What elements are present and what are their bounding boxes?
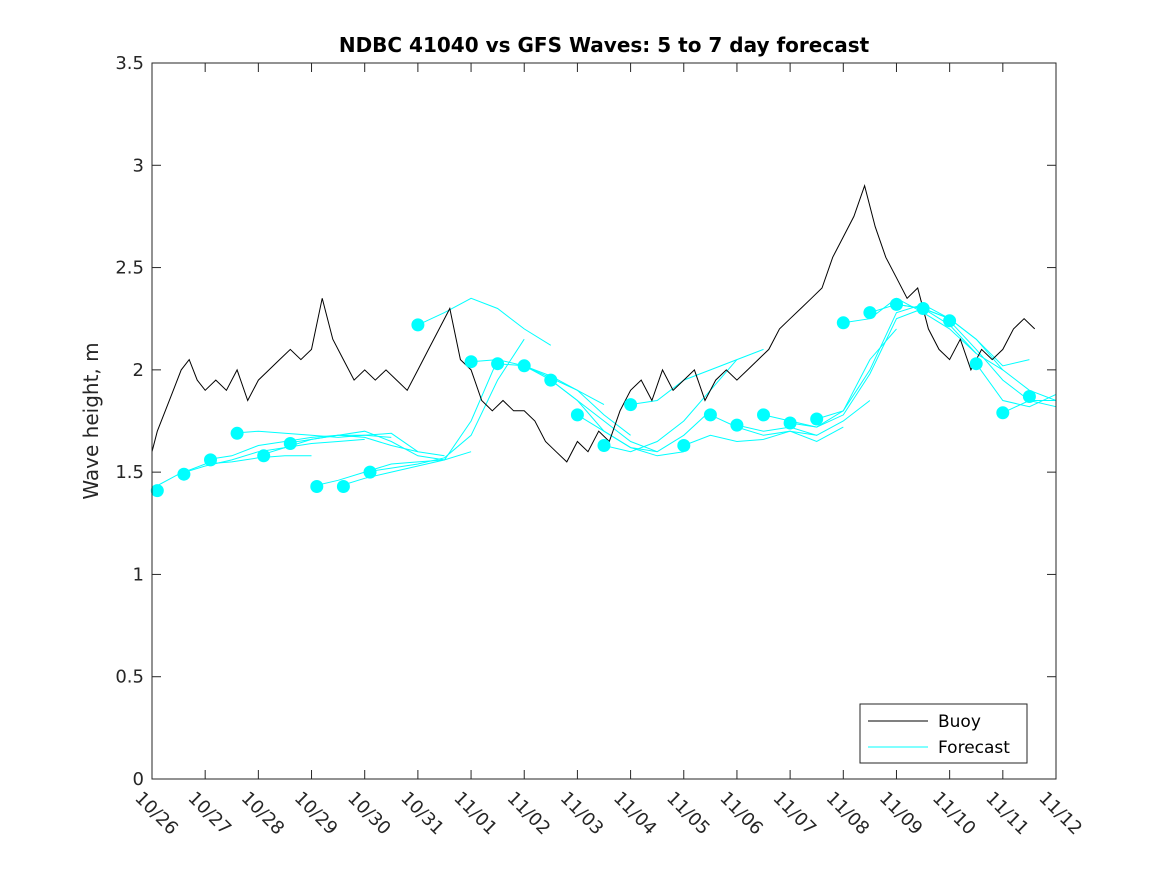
forecast-line [683,430,817,446]
y-tick-label: 1 [133,564,144,585]
forecast-line [763,328,897,428]
forecast-marker [570,408,584,422]
x-tick-label: 11/11 [981,788,1033,840]
forecast-line [710,414,844,443]
forecast-marker [890,297,903,311]
plot-area [150,183,1057,498]
forecast-line [417,297,552,346]
forecast-line [231,430,419,453]
forecast-marker [730,418,744,432]
forecast-line [577,410,711,453]
x-tick-label: 10/28 [237,788,289,840]
y-tick-label: 3 [133,155,144,176]
forecast-marker [677,439,691,452]
y-axis-label: Wave height, m [79,342,103,499]
buoy-line [151,183,1036,463]
forecast-line [284,434,445,457]
forecast-marker [969,357,983,371]
legend-box [859,703,1028,764]
y-tick-label: 2.5 [115,258,144,279]
x-tick-label: 10/27 [184,788,236,840]
forecast-marker [996,406,1010,420]
forecast-line [949,320,1057,408]
forecast-line [471,359,605,406]
forecast-line [497,363,631,436]
forecast-marker [916,302,930,315]
axes-box [151,62,1057,780]
forecast-line [603,359,738,453]
x-tick-label: 10/26 [130,788,182,840]
x-tick-label: 10/30 [343,788,395,840]
forecast-marker [283,437,297,450]
forecast-marker [624,398,638,412]
x-tick-label: 11/08 [822,788,874,840]
forecast-line [151,455,312,489]
forecast-marker [310,480,324,493]
forecast-marker [257,449,271,463]
y-tick-label: 1.5 [115,462,144,483]
forecast-line [922,308,1057,401]
x-tick-label: 11/10 [928,788,980,840]
forecast-marker [150,484,164,498]
x-tick-label: 11/02 [503,788,555,840]
forecast-marker [411,318,425,332]
x-tick-label: 11/04 [609,788,661,840]
forecast-line [337,359,499,487]
forecast-marker [544,373,558,387]
x-tick-label: 10/29 [290,788,342,840]
forecast-marker [836,316,850,330]
forecast-marker [204,453,217,467]
x-tick-label: 11/09 [875,788,927,840]
forecast-line [630,348,764,406]
forecast-marker [863,306,877,320]
forecast-marker [491,357,505,371]
forecast-marker [336,480,350,493]
forecast-marker [363,465,377,479]
forecast-marker [597,439,611,452]
forecast-line [364,338,525,473]
forecast-marker [810,412,824,426]
forecast-line [790,308,924,428]
forecast-marker [517,359,531,373]
forecast-line [736,400,871,436]
legend-forecast-label: Forecast [938,738,1010,758]
forecast-marker [943,314,957,328]
x-tick-label: 11/07 [769,788,821,840]
y-tick-label: 0.5 [115,667,144,688]
chart-title: NDBC 41040 vs GFS Waves: 5 to 7 day fore… [339,33,870,57]
forecast-marker [177,467,191,481]
forecast-line [816,303,950,420]
x-tick-label: 11/01 [450,788,502,840]
forecast-marker [1022,390,1036,403]
forecast-marker [230,426,244,440]
y-tick-label: 3.5 [115,53,144,74]
x-tick-label: 11/05 [662,788,714,840]
y-axis: 0 0.5 1 1.5 2 2.5 3 3.5 [115,53,1056,790]
legend: Buoy Forecast [859,703,1028,764]
forecast-line [843,297,977,354]
y-tick-label: 0 [133,769,144,790]
x-tick-label: 10/31 [396,788,448,840]
x-tick-label: 11/12 [1034,788,1086,840]
forecast-marker [703,408,717,422]
forecast-marker [464,355,478,369]
forecast-line [311,451,472,487]
forecast-marker [783,416,797,430]
y-tick-label: 2 [133,360,144,381]
forecast-marker [757,408,770,422]
legend-buoy-label: Buoy [938,712,981,732]
x-tick-label: 11/03 [556,788,608,840]
x-tick-label: 11/06 [715,788,767,840]
